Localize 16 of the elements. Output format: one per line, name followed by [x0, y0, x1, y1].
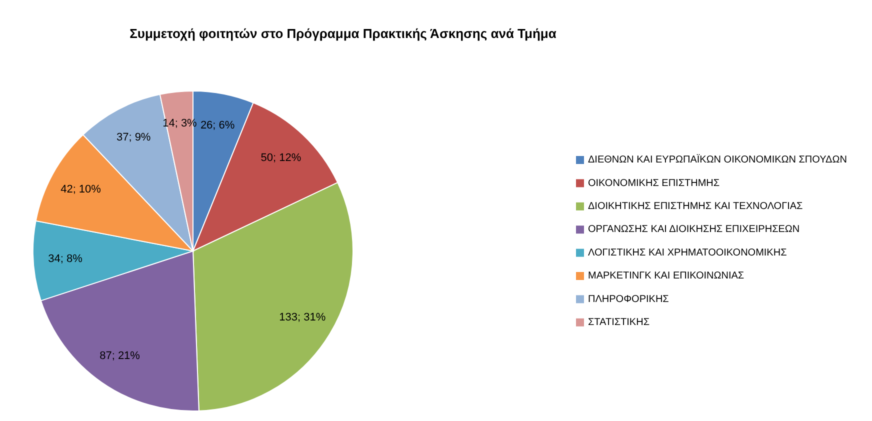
chart-title: Συμμετοχή φοιτητών στο Πρόγραμμα Πρακτικής Άσκησης ανά Τμήμα [130, 26, 556, 41]
legend-label: ΣΤΑΤΙΣΤΙΚΗΣ [588, 317, 650, 328]
data-label: 87; 21% [100, 350, 140, 362]
legend-label: ΟΙΚΟΝΟΜΙΚΗΣ ΕΠΙΣΤΗΜΗΣ [588, 178, 720, 189]
data-label: 37; 9% [116, 132, 151, 144]
data-label: 34; 8% [48, 252, 83, 265]
legend-label: ΜΑΡΚΕΤΙΝΓΚ ΚΑΙ ΕΠΙΚΟΙΝΩΝΙΑΣ [588, 270, 744, 282]
legend-label: ΠΛΗΡΟΦΟΡΙΚΗΣ [588, 294, 669, 305]
legend-label: ΛΟΓΙΣΤΙΚΗΣ ΚΑΙ ΧΡΗΜΑΤΟΟΙΚΟΝΟΜΙΚΗΣ [588, 247, 787, 258]
data-label: 42; 10% [60, 183, 102, 196]
legend-label: ΟΡΓΑΝΩΣΗΣ ΚΑΙ ΔΙΟΙΚΗΣΗΣ ΕΠΙΧΕΙΡΗΣΕΩΝ [588, 224, 800, 236]
legend-label: ΔΙΟΙΚΗΤΙΚΗΣ ΕΠΙΣΤΗΜΗΣ ΚΑΙ ΤΕΧΝΟΛΟΓΙΑΣ [588, 201, 803, 212]
legend-label: ΔΙΕΘΝΩΝ ΚΑΙ ΕΥΡΩΠΑΪΚΩΝ ΟΙΚΟΝΟΜΙΚΩΝ ΣΠΟΥΔΩΝ [588, 154, 847, 166]
data-label: 50; 12% [260, 152, 302, 164]
data-label: 26; 6% [200, 119, 235, 132]
data-label: 133; 31% [279, 311, 326, 324]
